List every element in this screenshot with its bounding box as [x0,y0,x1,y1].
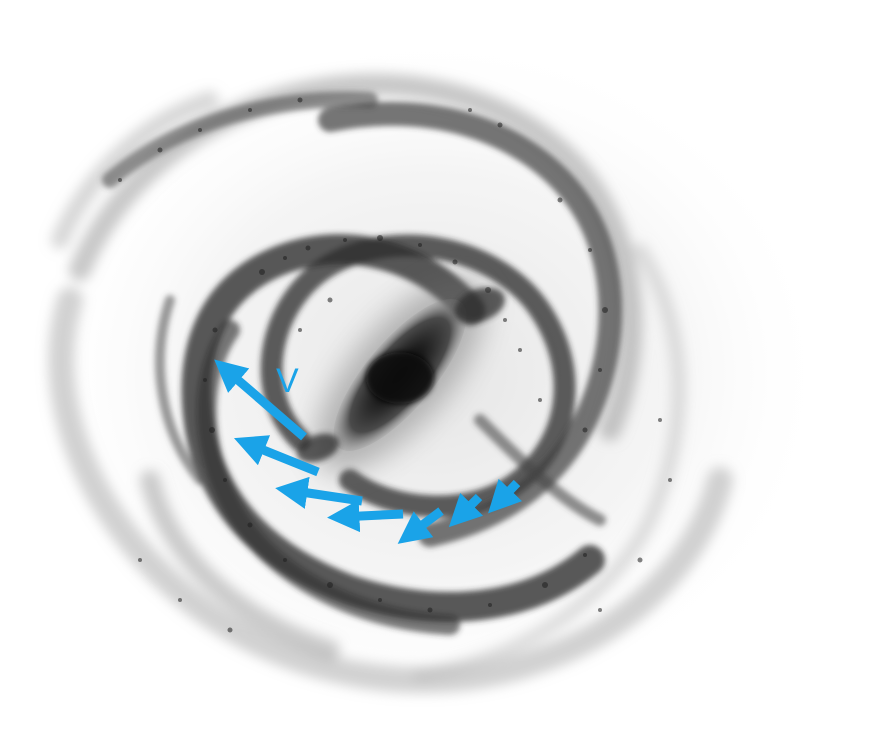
velocity-arrow-6 [448,492,484,528]
velocity-arrow-2 [233,435,320,477]
velocity-arrow-4 [327,499,404,533]
galactic-bar [296,278,506,472]
velocity-label: V [276,362,299,400]
velocity-arrow-1 [214,359,307,441]
dust-speckles [118,97,672,633]
velocity-arrows [214,359,523,544]
velocity-arrow-3 [275,476,363,509]
velocity-arrow-5 [397,507,444,544]
outer-spiral-arms [48,73,733,693]
velocity-arrow-7 [488,478,523,514]
